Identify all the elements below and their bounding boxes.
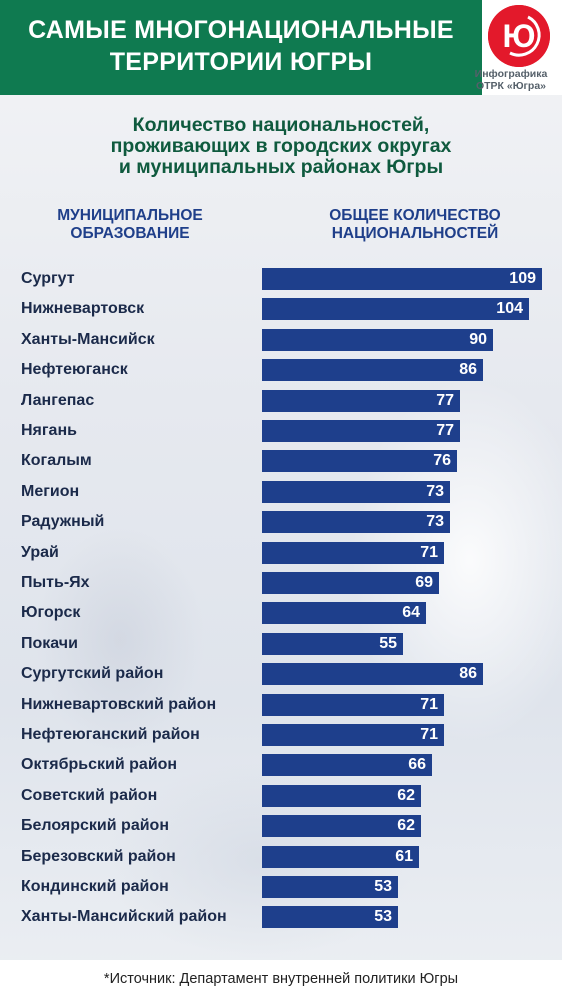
bar: 73 [262, 480, 450, 503]
title-line-2: ТЕРРИТОРИИ ЮГРЫ [109, 48, 373, 76]
bar: 53 [262, 876, 398, 898]
bar: 109 [262, 268, 542, 290]
bar-label: Советский район [21, 786, 158, 804]
column-header-left-line-2: ОБРАЗОВАНИЕ [70, 225, 190, 242]
column-header-left-line-1: МУНИЦИПАЛЬНОЕ [57, 207, 203, 224]
bar-value-label: 104 [496, 300, 523, 318]
bar-value-label: 76 [433, 452, 451, 470]
bar-label: Югорск [21, 604, 81, 622]
bar-value-label: 55 [379, 634, 397, 652]
bar-label: Октябрьский район [21, 756, 178, 774]
bar-label: Ханты-Мансийск [21, 330, 155, 348]
bar-label: Когалым [21, 452, 92, 470]
bar-label: Нижневартовск [21, 300, 145, 318]
bar-value-label: 77 [436, 422, 454, 439]
bar-label: Нижневартовский район [21, 695, 217, 713]
bar-value-label: 53 [374, 908, 392, 926]
bar: 53 [262, 906, 398, 929]
bar-label: Покачи [21, 634, 78, 652]
bar-value-label: 73 [426, 513, 444, 531]
bar-value-label: 61 [395, 847, 413, 865]
title-line-1: САМЫЕ МНОГОНАЦИОНАЛЬНЫЕ [28, 16, 454, 44]
chart-subtitle: Количество национальностей, проживающих … [0, 115, 562, 178]
bar-value-label: 66 [408, 756, 426, 774]
logo-icon: Ю [488, 5, 550, 67]
bar-value-label: 86 [459, 361, 477, 379]
bar-value-label: 53 [374, 878, 392, 895]
column-header-municipality: МУНИЦИПАЛЬНОЕ ОБРАЗОВАНИЕ [30, 207, 230, 243]
svg-text:Ю: Ю [503, 18, 536, 54]
subtitle-line-3: и муниципальных районах Югры [118, 156, 444, 178]
bar-value-label: 71 [420, 726, 438, 743]
bar-label: Сургутский район [21, 665, 164, 683]
page-title: САМЫЕ МНОГОНАЦИОНАЛЬНЫЕ ТЕРРИТОРИИ ЮГРЫ [0, 14, 482, 78]
bar-value-label: 73 [426, 482, 444, 500]
bar-label: Березовский район [21, 847, 176, 865]
bar-value-label: 62 [397, 786, 415, 804]
bar: 104 [262, 298, 529, 321]
bar: 90 [262, 328, 493, 351]
bar: 61 [262, 845, 419, 868]
bar: 76 [262, 450, 457, 473]
column-header-right-line-2: НАЦИОНАЛЬНОСТЕЙ [331, 225, 499, 242]
bar-label: Урай [21, 543, 59, 561]
bar: 64 [262, 602, 426, 625]
subtitle-line-1: Количество национальностей, [132, 114, 430, 136]
logo-caption-line-1: Инфографика [474, 68, 548, 80]
bar-label: Радужный [21, 513, 105, 531]
logo-caption: Инфографика ОТРК «Югра» [462, 68, 560, 92]
column-header-right-line-1: ОБЩЕЕ КОЛИЧЕСТВО [329, 207, 501, 224]
header-banner: САМЫЕ МНОГОНАЦИОНАЛЬНЫЕ ТЕРРИТОРИИ ЮГРЫ [0, 0, 482, 95]
bar-label: Нефтеюганск [21, 361, 128, 379]
subtitle-line-2: проживающих в городских округах [110, 135, 452, 157]
logo-caption-line-2: ОТРК «Югра» [475, 80, 547, 92]
bar: 77 [262, 389, 460, 412]
bar-label: Лангепас [21, 391, 95, 409]
bar: 73 [262, 511, 450, 534]
bar: 86 [262, 663, 483, 686]
bar: 77 [262, 420, 460, 442]
bar-label: Ханты-Мансийский район [21, 908, 227, 926]
bar-value-label: 71 [420, 543, 438, 561]
bar: 62 [262, 815, 421, 838]
bar: 71 [262, 724, 444, 746]
source-note: *Источник: Департамент внутренней полити… [103, 971, 459, 987]
bar: 62 [262, 784, 421, 807]
bar: 71 [262, 693, 444, 716]
bar-label: Нягань [21, 422, 77, 439]
bar-value-label: 64 [402, 604, 420, 622]
bar: 71 [262, 541, 444, 564]
bar-label: Сургут [21, 270, 75, 287]
bar-value-label: 86 [459, 665, 477, 683]
bar-label: Мегион [21, 482, 80, 500]
bar-label: Белоярский район [21, 817, 169, 835]
bar-label: Нефтеюганский район [21, 726, 200, 743]
bar-value-label: 69 [415, 574, 433, 591]
bar-value-label: 77 [436, 391, 454, 409]
bar: 55 [262, 632, 403, 655]
bar-value-label: 62 [397, 817, 415, 835]
footer: *Источник: Департамент внутренней полити… [0, 960, 562, 1000]
bar-label: Кондинский район [21, 878, 169, 895]
bar: 66 [262, 754, 432, 777]
bar-value-label: 71 [420, 695, 438, 713]
bar: 86 [262, 359, 483, 382]
bar-value-label: 90 [469, 330, 487, 348]
bar-label: Пыть-Ях [21, 574, 90, 591]
bar: 69 [262, 572, 439, 594]
bar-value-label: 109 [509, 270, 536, 287]
column-header-count: ОБЩЕЕ КОЛИЧЕСТВО НАЦИОНАЛЬНОСТЕЙ [300, 207, 530, 243]
